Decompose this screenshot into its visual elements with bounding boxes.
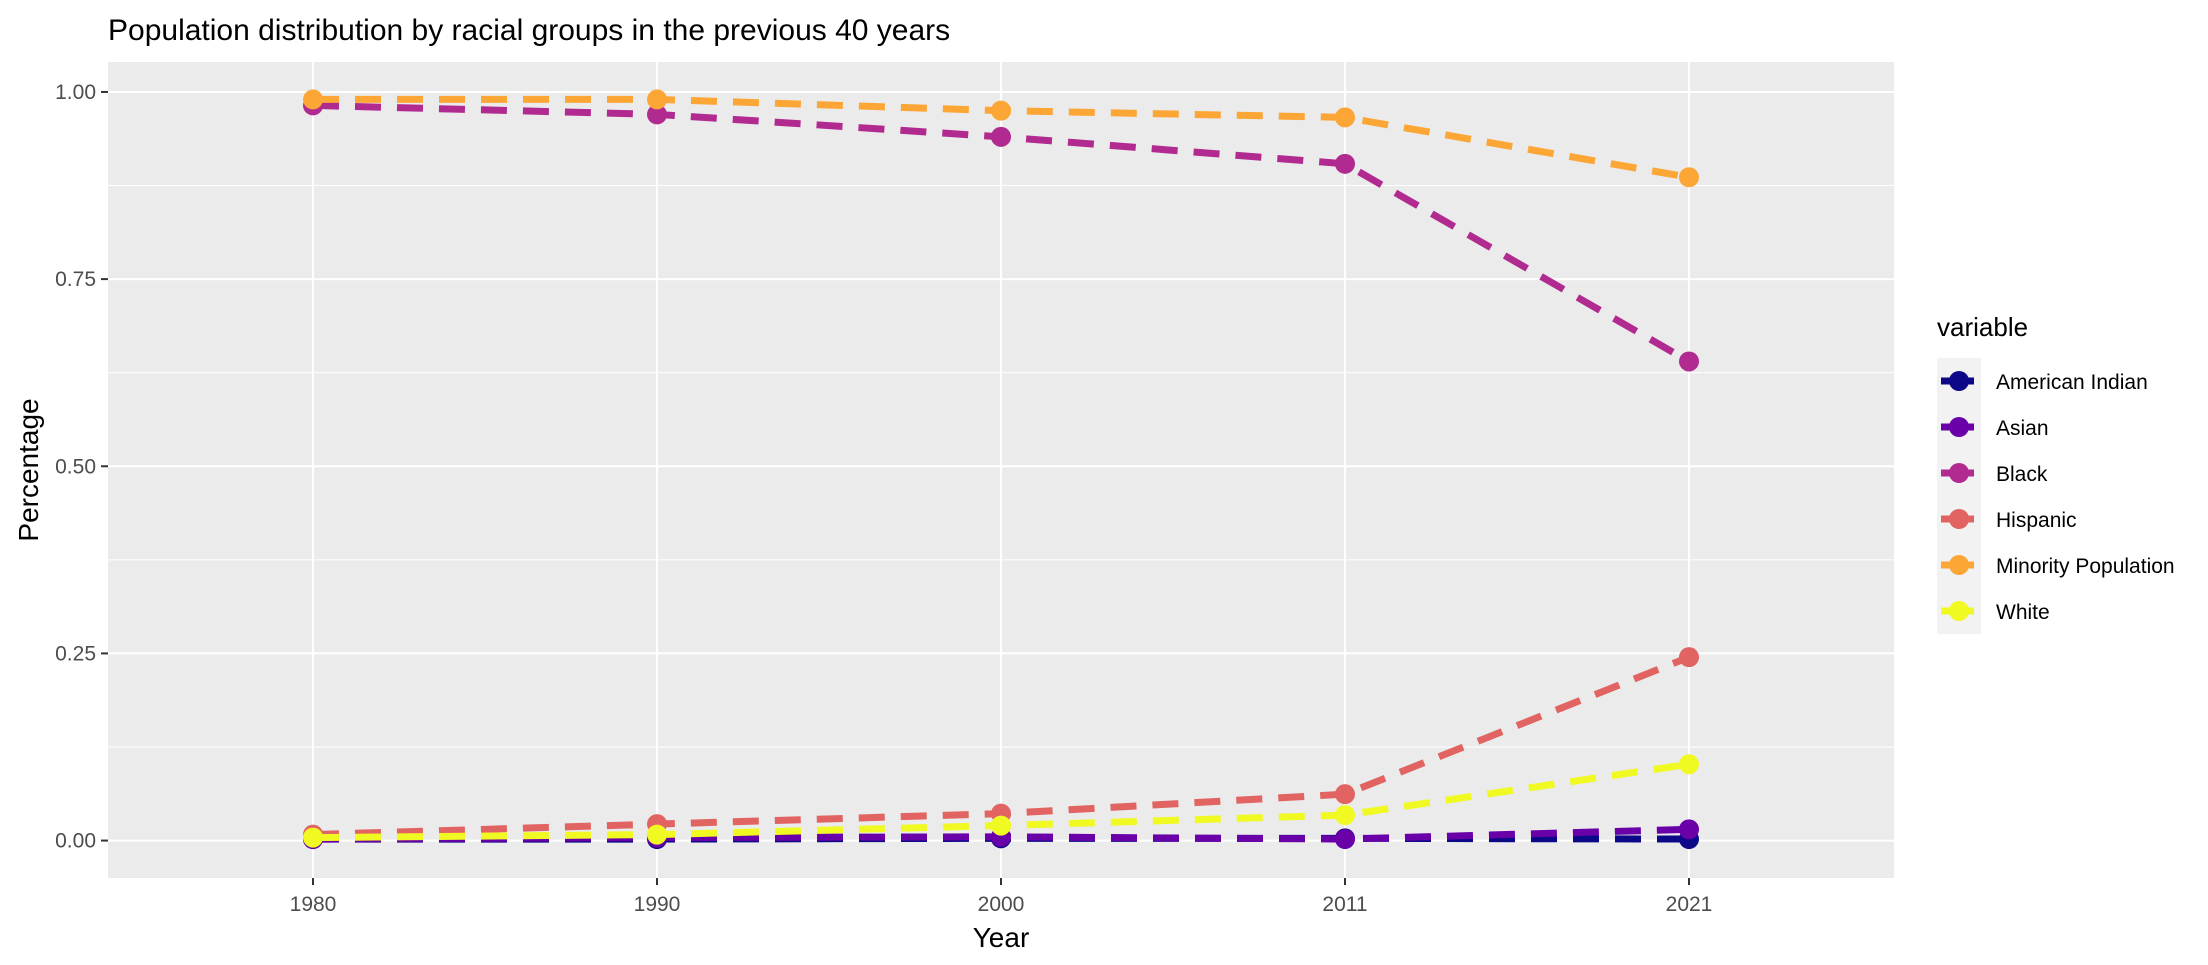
legend-key-point xyxy=(1949,371,1969,391)
grid-lines xyxy=(108,62,1894,878)
data-point xyxy=(647,824,667,845)
legend-label: Hispanic xyxy=(1996,509,2077,532)
chart-title: Population distribution by racial groups… xyxy=(108,14,950,47)
data-point xyxy=(1679,819,1699,840)
series-lines xyxy=(303,89,1699,850)
data-point xyxy=(1335,805,1355,826)
data-point xyxy=(647,104,667,125)
legend-label: American Indian xyxy=(1996,371,2148,394)
y-tick-label: 0.75 xyxy=(55,268,96,291)
y-tick-label: 1.00 xyxy=(55,81,96,104)
data-point xyxy=(647,89,667,110)
legend-key-point xyxy=(1949,601,1969,621)
x-axis-label: Year xyxy=(973,922,1030,953)
legend: variable American Indian Asian Black Hispan… xyxy=(1937,312,2175,634)
legend-key-point xyxy=(1949,463,1969,483)
data-point xyxy=(303,89,323,110)
data-point xyxy=(1679,754,1699,775)
legend-label: Black xyxy=(1996,463,2048,486)
data-point xyxy=(1679,647,1699,668)
legend-key-point xyxy=(1949,555,1969,575)
y-tick-label: 0.00 xyxy=(55,830,96,853)
legend-label: White xyxy=(1996,601,2050,624)
x-tick-label: 2021 xyxy=(1666,893,1713,916)
legend-label: Minority Population xyxy=(1996,555,2175,578)
x-tick-label: 1990 xyxy=(634,893,681,916)
x-tick-label: 1980 xyxy=(290,893,337,916)
data-point xyxy=(1335,153,1355,174)
axes: 0.00 0.25 0.50 0.75 1.00 1980 1990 2000 2011 2021 xyxy=(55,81,1712,916)
x-tick-label: 2011 xyxy=(1322,893,1367,916)
legend-label: Asian xyxy=(1996,417,2049,440)
data-point xyxy=(991,126,1011,147)
data-point xyxy=(1679,167,1699,188)
legend-key-point xyxy=(1949,417,1969,437)
x-tick-label: 2000 xyxy=(978,893,1025,916)
data-point xyxy=(1679,351,1699,372)
legend-title: variable xyxy=(1937,312,2028,342)
y-axis-label: Percentage xyxy=(13,398,44,541)
y-tick-label: 0.50 xyxy=(55,455,96,478)
data-point xyxy=(991,815,1011,836)
y-tick-label: 0.25 xyxy=(55,642,96,665)
data-point xyxy=(1335,829,1355,850)
data-point xyxy=(1335,784,1355,805)
data-point xyxy=(1335,107,1355,128)
data-point xyxy=(303,827,323,848)
legend-key-point xyxy=(1949,509,1969,529)
data-point xyxy=(991,100,1011,121)
